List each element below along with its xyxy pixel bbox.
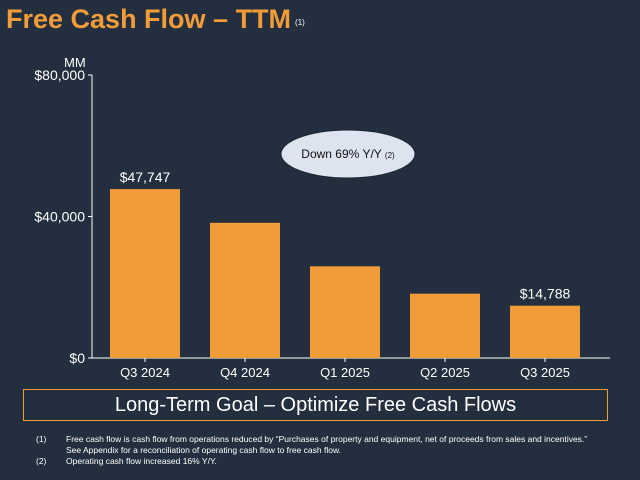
bar (110, 189, 180, 358)
footnote-line: Operating cash flow increased 16% Y/Y. (66, 456, 217, 466)
footnote-text: Free cash flow is cash flow from operati… (66, 434, 626, 456)
bar (510, 305, 580, 358)
footnote-1: (1) Free cash flow is cash flow from ope… (36, 434, 626, 456)
footnote-number: (2) (36, 456, 47, 466)
title-text: Free Cash Flow – TTM (6, 4, 292, 34)
goal-text: Long-Term Goal – Optimize Free Cash Flow… (114, 393, 517, 416)
callout-footnote-marker: (2) (385, 151, 395, 160)
y-axis-unit-label: MM (64, 55, 86, 70)
bar-data-label: $47,747 (120, 169, 171, 185)
bar-data-label: $14,788 (520, 286, 571, 302)
footnote-number: (1) (36, 434, 47, 444)
y-tick-label: $40,000 (34, 209, 85, 225)
bar (310, 266, 380, 358)
x-tick-label: Q3 2025 (520, 365, 570, 380)
y-tick-label: $0 (69, 350, 85, 366)
bar (410, 293, 480, 358)
callout-bubble (280, 129, 416, 179)
footnote-text: Operating cash flow increased 16% Y/Y. (66, 456, 626, 467)
y-tick-label: $80,000 (34, 67, 85, 83)
bar (210, 222, 280, 358)
x-tick-label: Q4 2024 (220, 365, 270, 380)
callout-main-text: Down 69% Y/Y (301, 147, 385, 161)
footnotes: (1) Free cash flow is cash flow from ope… (36, 434, 626, 467)
callout-text: Down 69% Y/Y (2) (301, 147, 395, 161)
x-tick-label: Q3 2024 (120, 365, 170, 380)
page-title: Free Cash Flow – TTM (1) (6, 4, 305, 35)
title-footnote-marker: (1) (295, 18, 305, 27)
footnote-line: Free cash flow is cash flow from operati… (66, 434, 588, 444)
footnote-line: See Appendix for a reconciliation of ope… (66, 445, 341, 455)
long-term-goal-banner: Long-Term Goal – Optimize Free Cash Flow… (23, 389, 608, 421)
x-tick-label: Q2 2025 (420, 365, 470, 380)
footnote-2: (2) Operating cash flow increased 16% Y/… (36, 456, 626, 467)
free-cash-flow-chart: MM $0 $40,000 $80,000 Q3 2024 $47,747 Q4 2024 Q… (34, 55, 610, 380)
x-tick-label: Q1 2025 (320, 365, 370, 380)
